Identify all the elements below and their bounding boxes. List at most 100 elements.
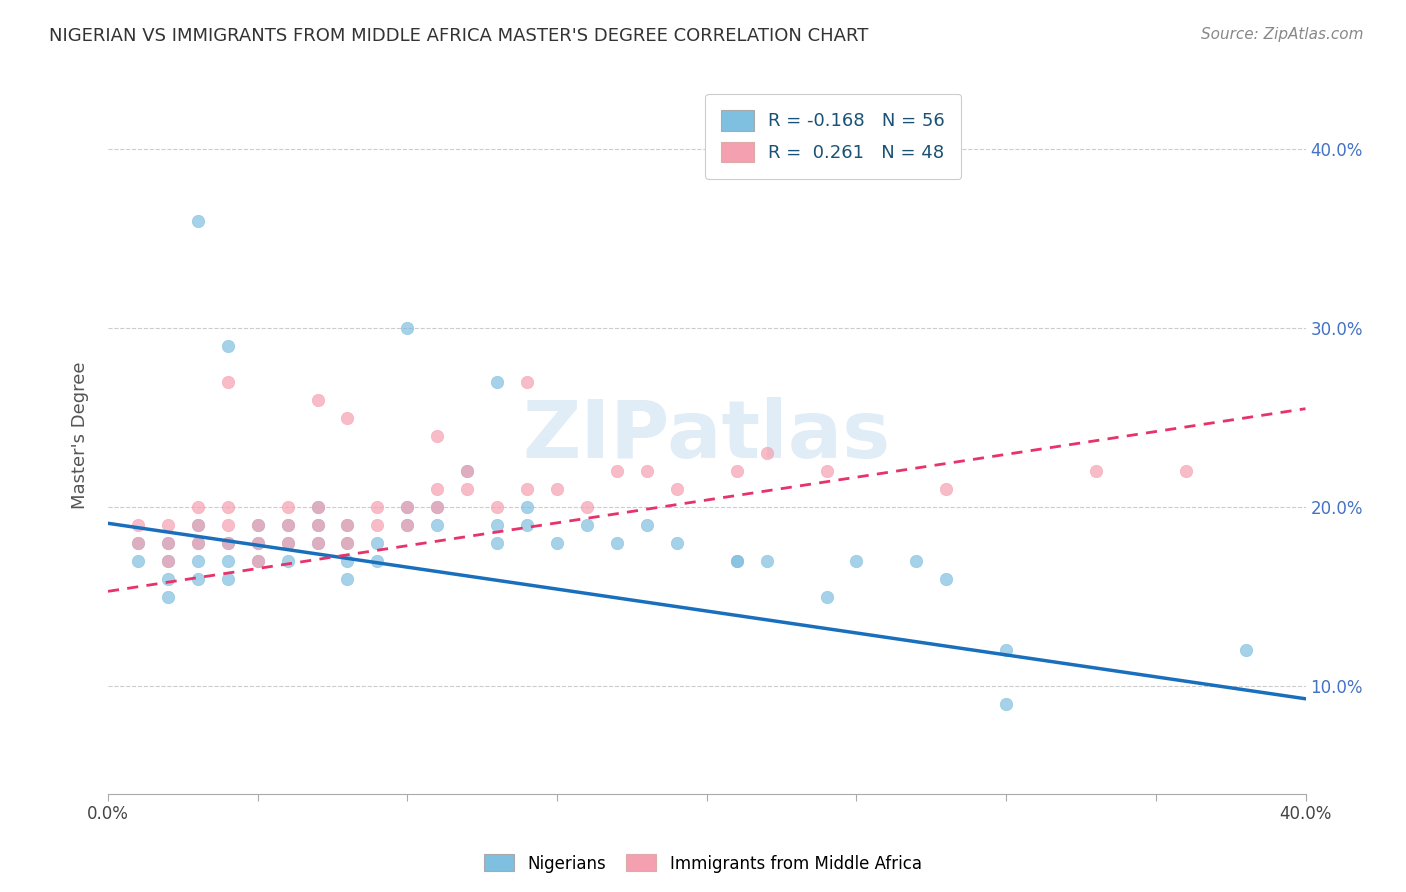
Point	[127, 554, 149, 568]
Point	[725, 554, 748, 568]
Point	[307, 392, 329, 407]
Point	[366, 536, 388, 550]
Point	[725, 464, 748, 478]
Point	[187, 500, 209, 515]
Point	[156, 572, 179, 586]
Y-axis label: Master's Degree: Master's Degree	[72, 362, 89, 509]
Point	[336, 518, 359, 533]
Point	[246, 518, 269, 533]
Point	[246, 554, 269, 568]
Point	[396, 518, 419, 533]
Point	[725, 554, 748, 568]
Point	[486, 375, 509, 389]
Point	[277, 536, 299, 550]
Point	[156, 554, 179, 568]
Point	[307, 500, 329, 515]
Point	[426, 518, 449, 533]
Point	[336, 554, 359, 568]
Text: NIGERIAN VS IMMIGRANTS FROM MIDDLE AFRICA MASTER'S DEGREE CORRELATION CHART: NIGERIAN VS IMMIGRANTS FROM MIDDLE AFRIC…	[49, 27, 869, 45]
Point	[516, 518, 538, 533]
Point	[187, 518, 209, 533]
Point	[815, 464, 838, 478]
Point	[336, 410, 359, 425]
Point	[187, 536, 209, 550]
Point	[336, 536, 359, 550]
Point	[575, 518, 598, 533]
Point	[456, 464, 478, 478]
Legend: R = -0.168   N = 56, R =  0.261   N = 48: R = -0.168 N = 56, R = 0.261 N = 48	[704, 94, 962, 178]
Point	[396, 500, 419, 515]
Point	[516, 500, 538, 515]
Point	[307, 536, 329, 550]
Point	[156, 536, 179, 550]
Point	[277, 518, 299, 533]
Point	[127, 536, 149, 550]
Point	[187, 572, 209, 586]
Point	[336, 518, 359, 533]
Point	[187, 554, 209, 568]
Point	[156, 518, 179, 533]
Point	[307, 536, 329, 550]
Point	[665, 483, 688, 497]
Point	[396, 321, 419, 335]
Point	[1234, 643, 1257, 657]
Point	[456, 483, 478, 497]
Point	[606, 464, 628, 478]
Point	[246, 518, 269, 533]
Point	[307, 518, 329, 533]
Point	[426, 500, 449, 515]
Point	[845, 554, 868, 568]
Point	[636, 518, 658, 533]
Text: Source: ZipAtlas.com: Source: ZipAtlas.com	[1201, 27, 1364, 42]
Point	[1084, 464, 1107, 478]
Point	[935, 572, 957, 586]
Text: ZIPatlas: ZIPatlas	[523, 397, 891, 475]
Point	[665, 536, 688, 550]
Point	[246, 554, 269, 568]
Point	[217, 554, 239, 568]
Point	[1174, 464, 1197, 478]
Point	[187, 213, 209, 227]
Point	[815, 590, 838, 604]
Point	[277, 536, 299, 550]
Point	[396, 518, 419, 533]
Point	[366, 518, 388, 533]
Point	[905, 554, 928, 568]
Point	[156, 590, 179, 604]
Point	[217, 339, 239, 353]
Point	[307, 500, 329, 515]
Point	[426, 500, 449, 515]
Point	[217, 536, 239, 550]
Point	[217, 536, 239, 550]
Point	[546, 536, 568, 550]
Point	[127, 536, 149, 550]
Point	[486, 518, 509, 533]
Point	[127, 518, 149, 533]
Point	[307, 518, 329, 533]
Point	[217, 500, 239, 515]
Point	[277, 518, 299, 533]
Point	[366, 554, 388, 568]
Point	[516, 483, 538, 497]
Point	[575, 500, 598, 515]
Point	[755, 446, 778, 460]
Point	[426, 428, 449, 442]
Point	[217, 572, 239, 586]
Point	[606, 536, 628, 550]
Point	[217, 518, 239, 533]
Point	[336, 572, 359, 586]
Point	[246, 536, 269, 550]
Point	[336, 536, 359, 550]
Point	[935, 483, 957, 497]
Point	[187, 536, 209, 550]
Point	[755, 554, 778, 568]
Point	[546, 483, 568, 497]
Point	[366, 500, 388, 515]
Point	[277, 554, 299, 568]
Point	[217, 375, 239, 389]
Point	[636, 464, 658, 478]
Point	[995, 697, 1018, 711]
Point	[396, 500, 419, 515]
Point	[456, 464, 478, 478]
Point	[246, 536, 269, 550]
